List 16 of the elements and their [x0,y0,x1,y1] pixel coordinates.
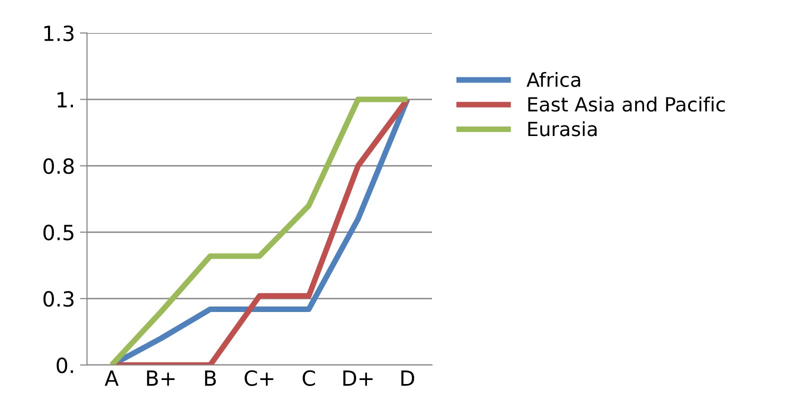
y-tick-label: 1.3 [44,25,74,42]
x-tick-label: D [401,370,414,386]
x-tick-label: B [205,370,216,386]
x-tick-label: C+ [244,370,274,386]
y-tick-label: 1. [58,92,73,108]
legend-label: East Asia and Pacific [528,96,725,112]
legend-label: Eurasia [528,121,597,136]
y-tick-label: 0.3 [43,291,74,307]
y-tick-label: 0.8 [43,158,74,174]
x-tick-label: A [104,370,119,386]
x-tick-label: D+ [343,370,373,386]
y-tick-label: 0. [56,357,73,374]
y-tick-label: 0.5 [43,224,74,240]
x-tick-label: C [302,370,315,386]
legend-label: Africa [526,72,580,88]
x-tick-label: B+ [147,370,175,386]
